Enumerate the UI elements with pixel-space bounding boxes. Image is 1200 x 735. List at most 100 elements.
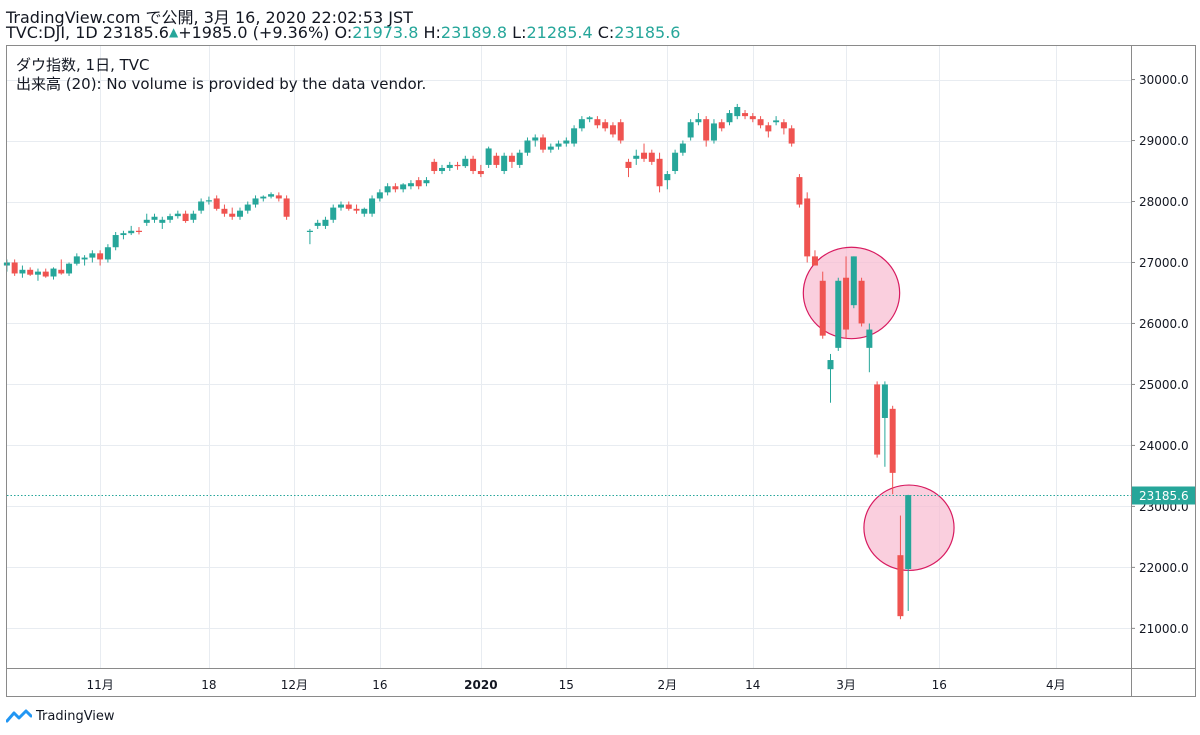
candle-body [672, 152, 679, 172]
candle-up [485, 146, 492, 168]
candle-body [485, 148, 492, 165]
candle-body [384, 186, 391, 193]
candle-down [874, 381, 881, 458]
candle-up [244, 201, 251, 214]
candle-up [555, 140, 562, 150]
x-tick-label: 12月 [281, 678, 308, 692]
candle-body [306, 230, 313, 232]
candle-body [89, 253, 96, 258]
candle-down [182, 210, 189, 223]
candle-body [236, 210, 243, 217]
candle-body [229, 213, 236, 217]
candle-up [369, 195, 376, 217]
candle-body [128, 230, 135, 234]
candle-down [508, 152, 515, 168]
candle-up [34, 268, 41, 281]
candle-down [625, 158, 632, 178]
candle-body [462, 158, 469, 167]
candle-up [866, 323, 873, 373]
legend-title: ダウ指数, 1日, TVC [16, 56, 150, 74]
candle-body [213, 198, 220, 209]
candle-body [415, 180, 422, 187]
candle-up [773, 116, 780, 126]
candle-up [672, 149, 679, 175]
candle-body [205, 200, 212, 202]
candle-down [431, 158, 438, 175]
candle-down [609, 122, 616, 138]
candle-up [501, 152, 508, 175]
candle-down [221, 204, 228, 217]
candle-body [260, 196, 267, 199]
candle-body [454, 164, 461, 167]
candle-up [532, 134, 539, 147]
candle-body [656, 158, 663, 187]
x-tick-label: 15 [559, 678, 574, 692]
y-tick-label: 24000.0 [1139, 439, 1189, 453]
candle-body [835, 280, 842, 348]
candle-up [516, 149, 523, 168]
x-axis[interactable]: 11月 18 12月 16 2020 15 2月 14 3月 16 4月 [86, 678, 1065, 692]
close-label: C: [597, 23, 615, 42]
y-tick-label: 27000.0 [1139, 256, 1189, 270]
low-label: L: [512, 23, 527, 42]
candle-down [477, 164, 484, 178]
chart-header-line1: TradingView.com で公開, 3月 16, 2020 22:02:5… [6, 4, 413, 28]
candle-up [571, 125, 578, 147]
x-tick-label: 2020 [464, 678, 497, 692]
candles [3, 103, 912, 620]
candle-body [337, 204, 344, 208]
candle-body [345, 204, 352, 209]
candle-down [392, 183, 399, 193]
candle-body [602, 122, 609, 129]
candle-body [811, 256, 818, 266]
close-value: 23185.6 [614, 23, 681, 42]
candle-body [27, 269, 34, 275]
candle-down [42, 268, 49, 278]
candle-up [524, 137, 531, 156]
y-axis[interactable]: 30000.0 29000.0 28000.0 27000.0 26000.0 25000… [7, 46, 1196, 696]
published-text: TradingView.com で公開, 3月 16, 2020 22:02:5… [6, 8, 413, 27]
candle-body [268, 194, 275, 197]
candle-up [695, 113, 702, 126]
candle-body [742, 113, 749, 117]
candle-body [788, 128, 795, 144]
candle-body [804, 198, 811, 257]
candle-down [641, 143, 648, 162]
candle-body [104, 247, 111, 260]
x-tick-label: 4月 [1046, 678, 1066, 692]
candle-up [633, 149, 640, 165]
y-tick-label: 30000.0 [1139, 73, 1189, 87]
candle-body [889, 408, 896, 473]
candle-up [104, 244, 111, 263]
candle-body [73, 256, 80, 264]
candle-body [361, 208, 368, 214]
candle-down [780, 119, 787, 135]
candle-up [337, 201, 344, 211]
candle-up [664, 171, 671, 190]
candle-body [578, 119, 585, 129]
candle-up [174, 210, 181, 219]
candle-body [431, 161, 438, 172]
candle-body [547, 146, 554, 150]
candle-body [376, 192, 383, 199]
candle-up [167, 213, 174, 223]
candle-body [50, 268, 57, 277]
candle-body [881, 384, 888, 418]
candle-up [710, 119, 717, 144]
y-tick-label: 26000.0 [1139, 317, 1189, 331]
candle-up [439, 164, 446, 175]
candle-body [392, 186, 399, 190]
x-tick-label: 2月 [658, 678, 678, 692]
candle-up [563, 137, 570, 147]
candle-body [477, 171, 484, 175]
candle-down [345, 201, 352, 211]
candle-body [586, 117, 593, 120]
candle-body [34, 271, 41, 275]
low-value: 21285.4 [526, 23, 593, 42]
candle-up [578, 116, 585, 132]
candle-body [470, 158, 477, 172]
candle-body [687, 122, 694, 138]
candle-down [27, 267, 34, 276]
candle-body [827, 360, 834, 370]
